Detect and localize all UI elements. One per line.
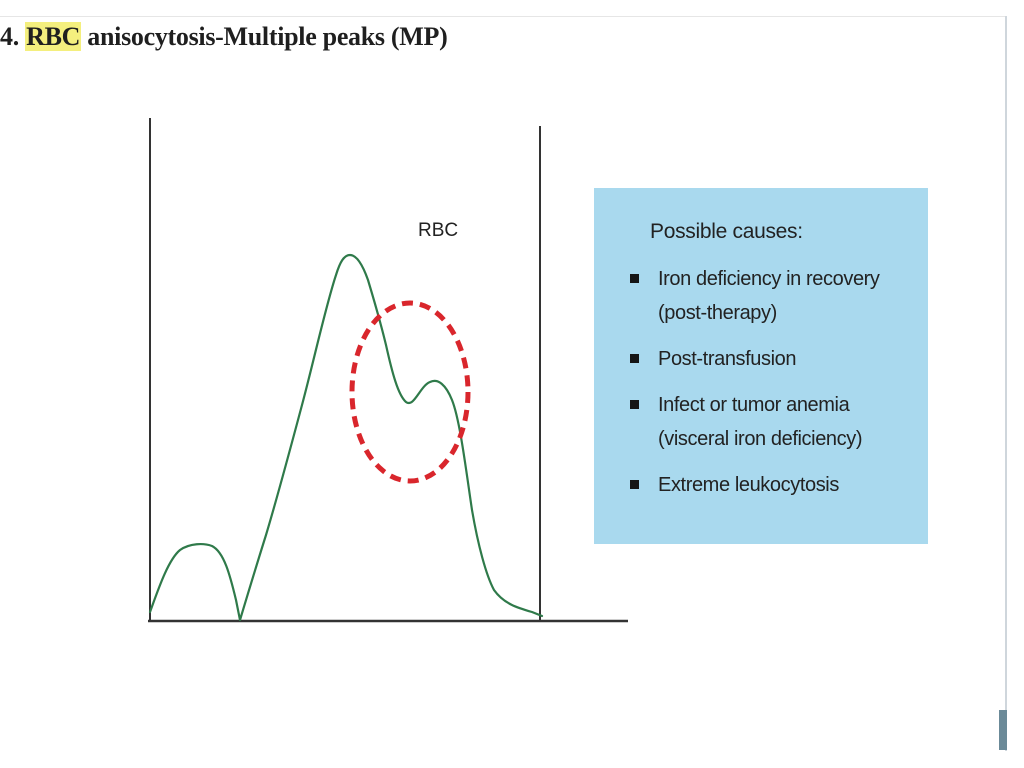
cause-item: Post-transfusion — [628, 342, 928, 376]
cause-text: Iron deficiency in recovery — [658, 268, 880, 290]
possible-causes-box: Possible causes: Iron deficiency in reco… — [594, 188, 928, 544]
right-rule — [1005, 16, 1007, 751]
title-highlight: RBC — [25, 22, 82, 51]
cause-text: Extreme leukocytosis — [658, 474, 839, 496]
dashed-highlight-circle — [349, 300, 471, 484]
slide-title: 4. RBC anisocytosis-Multiple peaks (MP) — [0, 22, 448, 52]
corner-mark — [999, 710, 1007, 750]
causes-heading: Possible causes: — [650, 220, 803, 243]
square-bullet-icon — [630, 480, 639, 489]
cause-item: Infect or tumor anemia (visceral iron de… — [628, 388, 928, 456]
cause-text-continued: (post-therapy) — [658, 302, 777, 324]
cause-text: Post-transfusion — [658, 348, 797, 370]
top-rule — [0, 16, 1006, 17]
cause-text-continued: (visceral iron deficiency) — [658, 428, 863, 450]
cause-item: Iron deficiency in recovery (post-therap… — [628, 262, 928, 330]
cause-item: Extreme leukocytosis — [628, 468, 928, 502]
cause-text: Infect or tumor anemia — [658, 394, 850, 416]
square-bullet-icon — [630, 274, 639, 283]
curve-label: RBC — [418, 220, 458, 241]
square-bullet-icon — [630, 400, 639, 409]
rbc-curve — [148, 253, 544, 622]
title-prefix: 4. — [0, 22, 19, 51]
title-rest: anisocytosis-Multiple peaks (MP) — [81, 22, 448, 51]
square-bullet-icon — [630, 354, 639, 363]
causes-list: Iron deficiency in recovery (post-therap… — [628, 262, 928, 502]
